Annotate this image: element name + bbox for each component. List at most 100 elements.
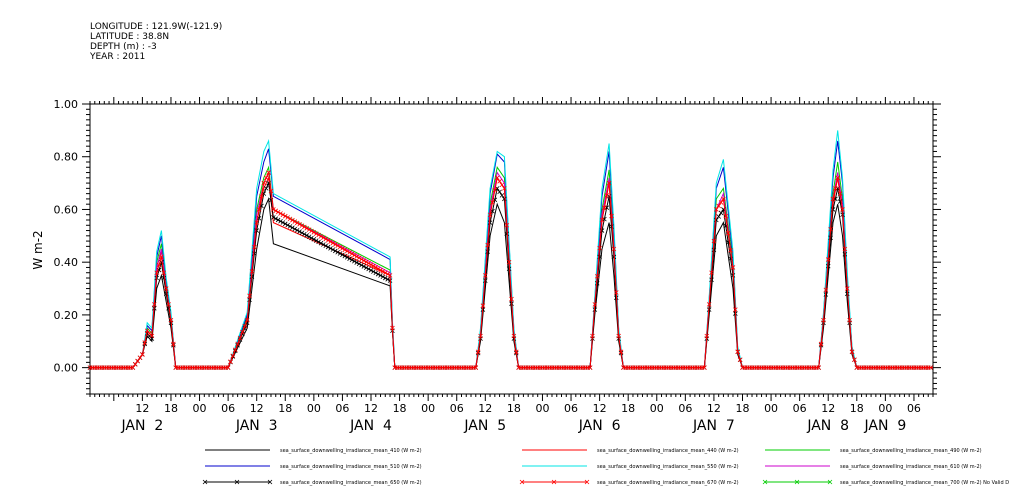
series-marker xyxy=(613,290,619,295)
series-marker xyxy=(240,329,245,335)
series-marker xyxy=(318,234,324,239)
series-marker xyxy=(330,240,336,246)
series-marker xyxy=(166,306,171,311)
series-marker xyxy=(259,193,264,199)
series-marker xyxy=(837,191,843,196)
series-marker xyxy=(282,213,288,219)
x-tick-label: 06 xyxy=(221,402,235,415)
series-marker xyxy=(309,235,314,241)
legend-entry: sea_surface_downwelling_irradiance_mean_… xyxy=(597,448,739,454)
series-marker xyxy=(506,259,512,265)
series-marker xyxy=(718,210,724,216)
legend-entry: sea_surface_downwelling_irradiance_mean_… xyxy=(840,448,982,454)
series-marker xyxy=(592,302,598,307)
series-marker xyxy=(297,221,302,227)
series-marker xyxy=(821,317,826,323)
series-marker xyxy=(616,333,621,339)
series-marker xyxy=(344,255,350,260)
x-tick-label: 12 xyxy=(250,402,264,415)
series-marker xyxy=(606,180,612,186)
series-marker xyxy=(509,296,514,302)
series-marker xyxy=(225,365,231,370)
series-marker xyxy=(840,207,845,212)
series-marker xyxy=(383,275,388,281)
series-marker xyxy=(313,238,319,243)
series-marker xyxy=(823,287,829,293)
x-tick-label: 18 xyxy=(850,402,864,415)
x-tick-label: 00 xyxy=(764,402,778,415)
series-line xyxy=(90,170,933,369)
series-marker xyxy=(852,357,857,363)
series-marker xyxy=(282,221,288,227)
series-marker xyxy=(252,251,257,256)
x-tick-label: 00 xyxy=(650,402,664,415)
series-marker xyxy=(249,269,255,274)
series-marker xyxy=(142,340,148,345)
series-marker xyxy=(385,271,390,277)
series-marker xyxy=(368,262,374,267)
series-marker xyxy=(330,247,336,252)
series-marker xyxy=(271,207,276,212)
series-marker xyxy=(383,270,388,275)
series-marker xyxy=(306,234,312,240)
series-marker xyxy=(232,347,238,353)
series-marker xyxy=(325,244,331,250)
series-marker xyxy=(361,264,367,269)
x-tick-label: 06 xyxy=(678,402,692,415)
series-marker xyxy=(304,226,309,231)
series-marker xyxy=(609,213,614,219)
plot-frame xyxy=(89,103,934,395)
series-marker xyxy=(263,175,269,181)
series-marker xyxy=(290,225,295,230)
series-marker xyxy=(275,217,281,223)
series-marker xyxy=(299,230,305,236)
series-marker xyxy=(359,256,364,262)
series-marker xyxy=(725,230,731,236)
series-marker xyxy=(497,189,502,195)
legend-entry: sea_surface_downwelling_irradiance_mean_… xyxy=(280,464,422,470)
series-marker xyxy=(247,293,252,299)
series-marker xyxy=(721,196,726,202)
series-marker xyxy=(354,260,359,265)
x-tick-label: 06 xyxy=(335,402,349,415)
series-marker xyxy=(373,265,379,270)
series-marker xyxy=(730,265,736,270)
series-marker xyxy=(287,224,293,229)
x-tick-label: 06 xyxy=(907,402,921,415)
series-marker xyxy=(325,238,331,243)
series-marker xyxy=(844,286,850,291)
series-marker xyxy=(313,231,319,236)
series-marker xyxy=(152,302,157,307)
series-marker xyxy=(311,230,317,235)
series-marker xyxy=(235,341,240,347)
series-marker xyxy=(285,222,290,228)
series-marker xyxy=(306,227,312,232)
series-marker xyxy=(835,175,841,181)
series-marker xyxy=(373,270,379,276)
legend-entry: sea_surface_downwelling_irradiance_mean_… xyxy=(597,464,739,470)
series-marker xyxy=(511,333,517,339)
series-marker xyxy=(347,256,352,261)
series-marker xyxy=(504,222,510,228)
series-marker xyxy=(340,246,345,251)
series-marker xyxy=(587,365,593,370)
series-marker xyxy=(735,349,741,355)
x-tick-label: 18 xyxy=(164,402,178,415)
series-marker xyxy=(266,170,271,175)
legend-entry: sea_surface_downwelling_irradiance_mean_… xyxy=(597,480,739,486)
series-marker xyxy=(737,357,743,363)
series-marker xyxy=(275,209,281,215)
series-marker xyxy=(602,216,607,222)
series-marker xyxy=(733,307,738,312)
series-marker xyxy=(318,240,324,246)
series-marker xyxy=(390,325,395,331)
series-marker xyxy=(132,362,138,367)
legend-marker xyxy=(551,479,557,485)
series-marker xyxy=(292,219,298,224)
series-marker xyxy=(723,213,729,219)
series-marker xyxy=(849,349,855,355)
series-marker xyxy=(154,270,159,276)
series-marker xyxy=(323,243,329,249)
series-marker xyxy=(818,341,824,347)
series-marker xyxy=(475,349,481,355)
